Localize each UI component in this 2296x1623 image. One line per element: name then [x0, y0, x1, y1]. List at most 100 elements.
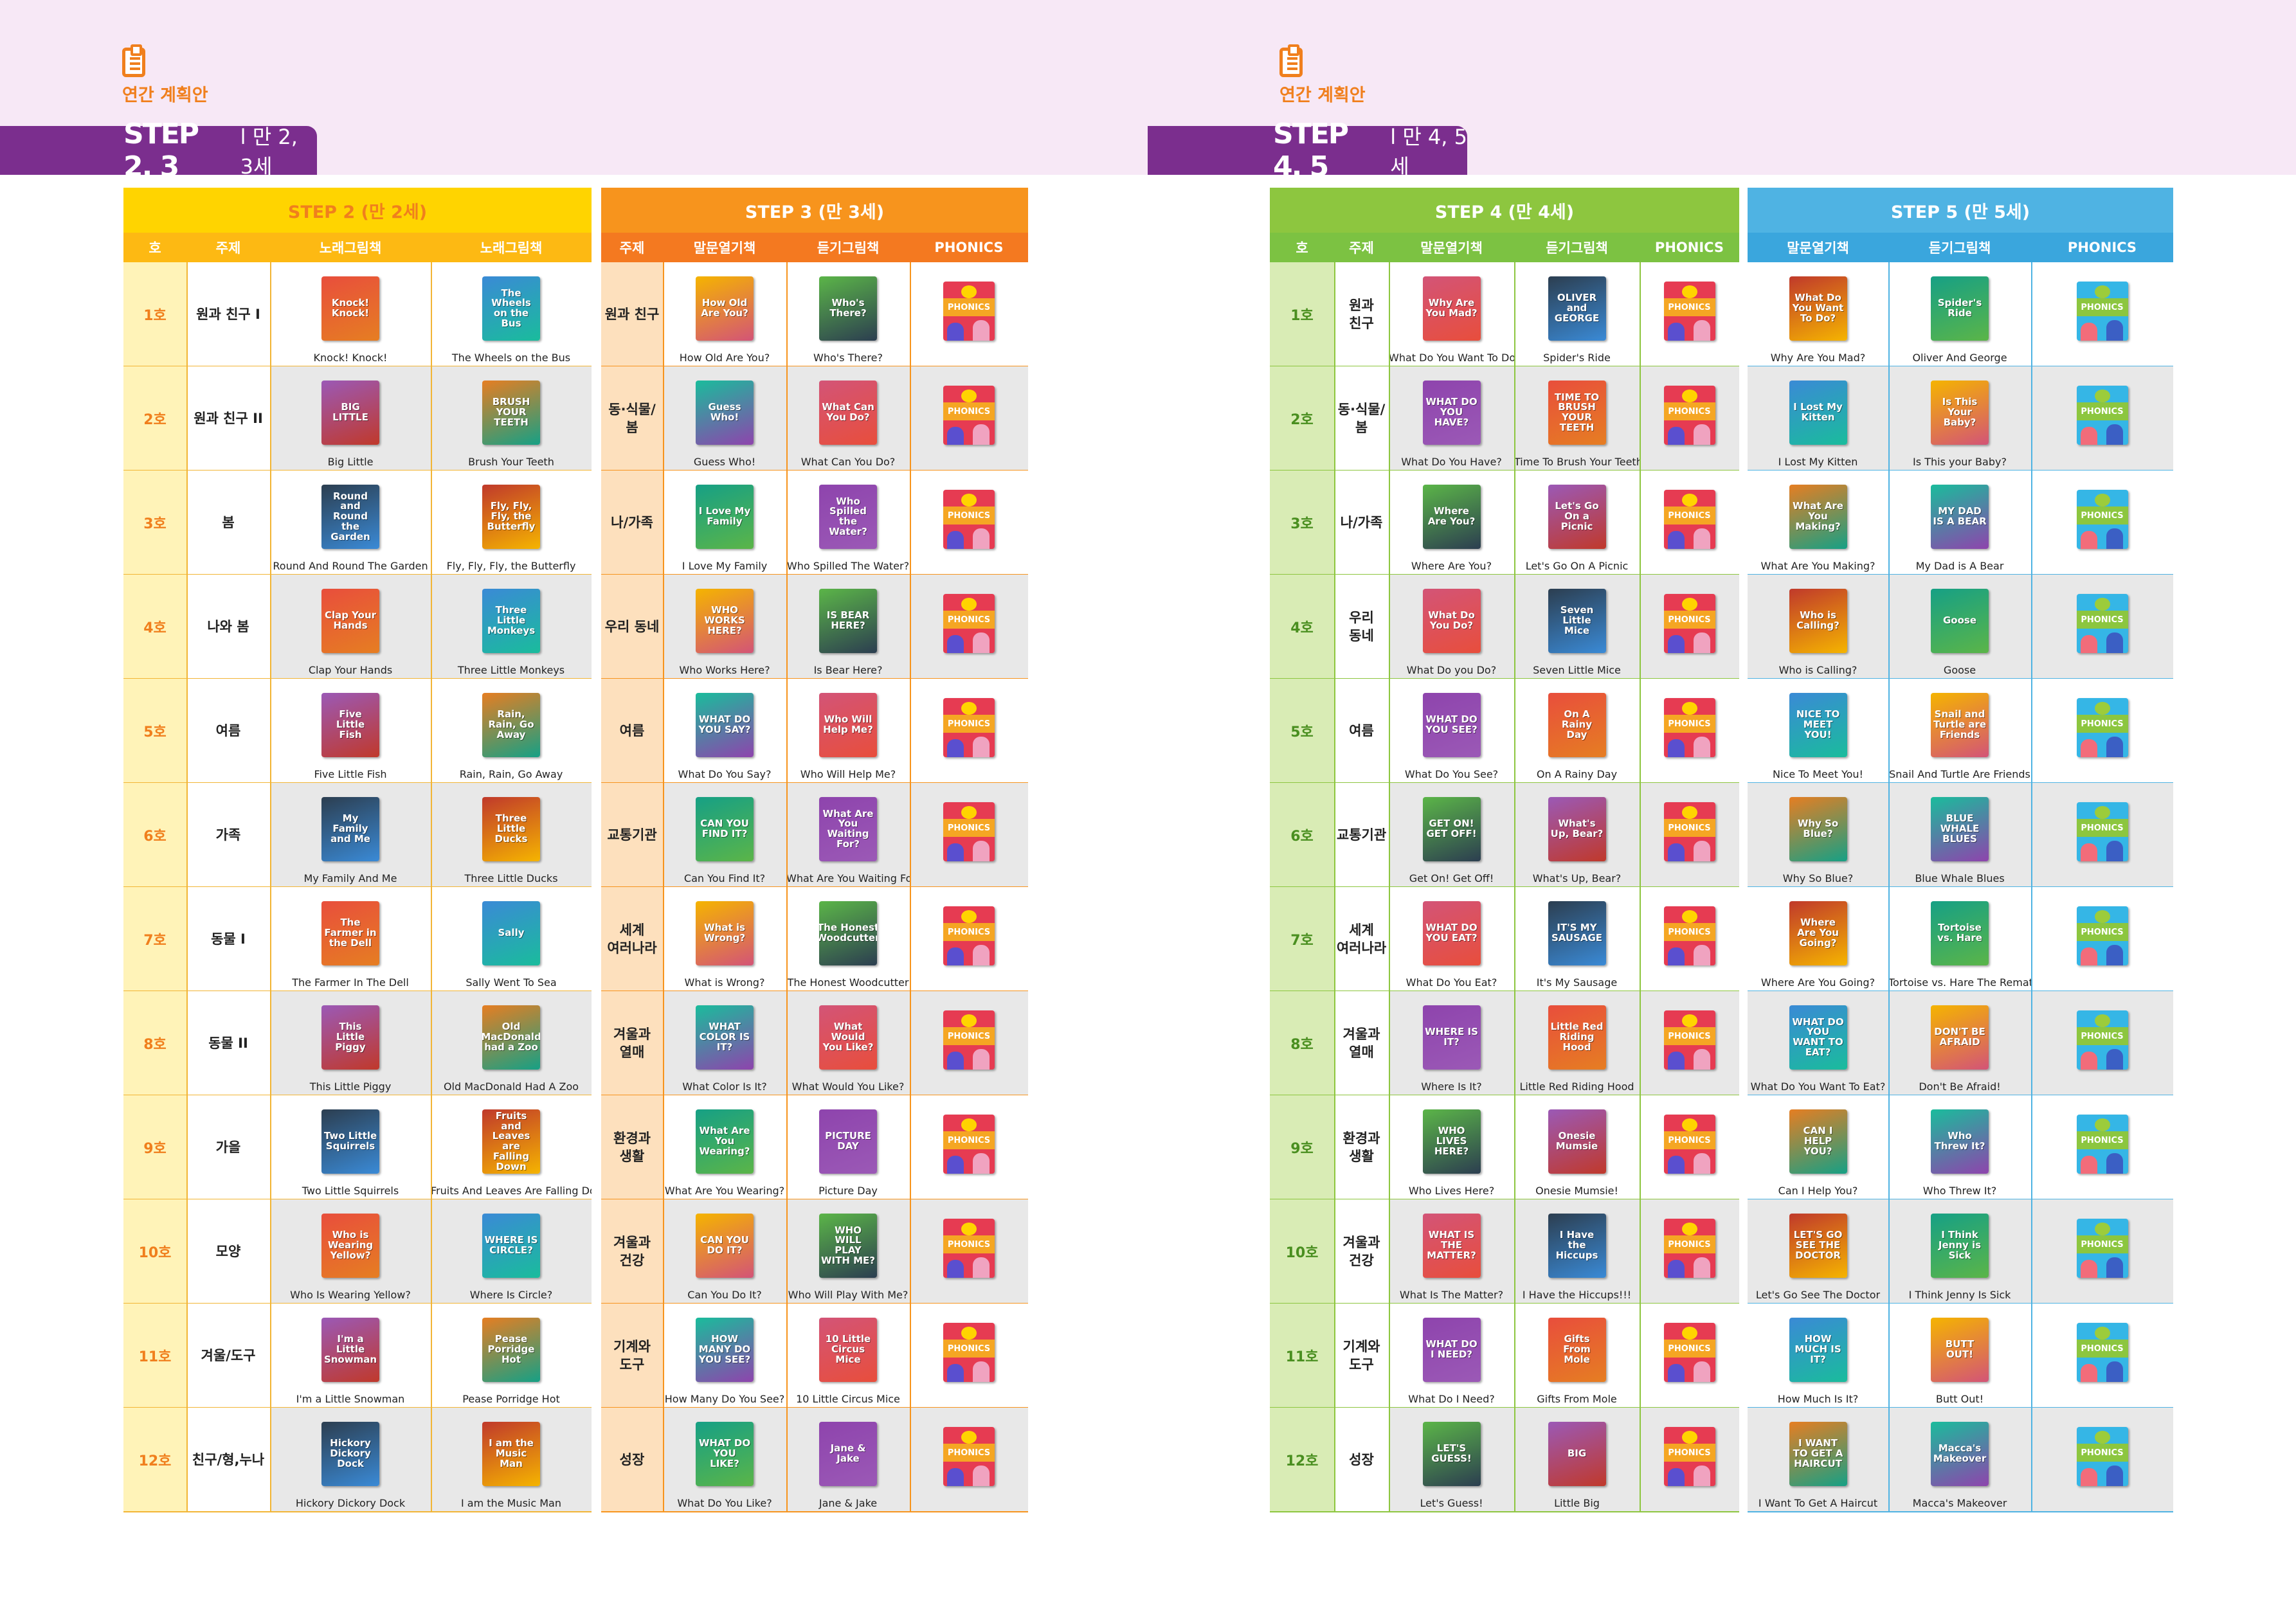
book-cell: WHAT DO YOU EAT? What Do You Eat? [1389, 887, 1514, 991]
row-divider [1270, 1511, 1739, 1512]
book-cover-title: LET'S GO SEE THE DOCTOR [1793, 1229, 1843, 1261]
book-title: Let's Go On A Picnic [1525, 560, 1629, 572]
child-figure-icon [947, 635, 964, 653]
child-figure-icon [973, 320, 990, 341]
book-title: Where Are You Going? [1760, 976, 1876, 989]
book-cover-title: BIG LITTLE [332, 401, 368, 423]
column-header: 노래그림책 [270, 233, 431, 262]
book-cell: TIME TO BRUSH YOUR TEETH Time To Brush Yo… [1514, 366, 1640, 471]
apple-icon [961, 1014, 977, 1027]
phonics-book-cover: PHONICS [2076, 1219, 2128, 1278]
book-cover-image: I Have the Hiccups [1548, 1214, 1606, 1278]
phonics-book-cover: PHONICS [2076, 698, 2128, 757]
apple-icon [961, 1327, 977, 1340]
book-title: Is This your Baby? [1913, 456, 2007, 468]
book-cover-title: What Are You Wearing? [699, 1125, 750, 1157]
book-cover-image: WHAT DO YOU LIKE? [696, 1422, 754, 1486]
topic-cell: 원과 친구 [601, 262, 663, 366]
book-cover-image: BLUE WHALE BLUES [1931, 797, 1989, 861]
book-cell: What Are You Wearing? What Are You Wearin… [663, 1095, 786, 1199]
child-figure-icon [2080, 1156, 2097, 1174]
book-cover-image: I am the Music Man [482, 1422, 540, 1486]
book-title: Butt Out! [1935, 1393, 1984, 1405]
book-cover-title: WHAT DO YOU HAVE? [1425, 396, 1478, 428]
phonics-book-cover: PHONICS [1663, 1427, 1715, 1486]
topic-cell: 교통기관 [601, 783, 663, 887]
book-cover-image: 10 Little Circus Mice [819, 1318, 877, 1382]
book-title: What Do You Say? [678, 768, 772, 780]
book-cover-title: TIME TO BRUSH YOUR TEETH [1554, 391, 1600, 433]
book-cell: I Think Jenny is Sick I Think Jenny Is Si… [1888, 1199, 2031, 1304]
book-title: On A Rainy Day [1536, 768, 1618, 780]
book-cover-image: Sally [482, 901, 540, 965]
issue-number-cell: 3호 [123, 471, 186, 575]
topic-cell: 원과 친구 [1334, 262, 1389, 366]
phonics-logo: PHONICS [1663, 923, 1715, 941]
apple-icon [961, 390, 977, 402]
apple-icon [2094, 494, 2110, 507]
book-title: Old MacDonald Had A Zoo [443, 1081, 579, 1093]
apple-icon [1681, 285, 1697, 298]
book-title: Who is Calling? [1778, 664, 1858, 676]
book-cover-title: Fly, Fly, Fly, the Butterfly [487, 500, 536, 532]
book-cell: NICE TO MEET YOU! Nice To Meet You! [1748, 679, 1888, 783]
column-header: 말문열기책 [1748, 233, 1888, 262]
book-cover-image: What Are You Wearing? [696, 1109, 754, 1174]
book-cell: WHO LIVES HERE? Who Lives Here? [1389, 1095, 1514, 1199]
child-figure-icon [2106, 737, 2123, 757]
book-cover-title: This Little Piggy [335, 1021, 366, 1053]
phonics-book-cover: PHONICS [1663, 282, 1715, 341]
book-cover-title: I WANT TO GET A HAIRCUT [1793, 1437, 1843, 1469]
column-header: 노래그림책 [431, 233, 592, 262]
book-cover-image: WHERE IS CIRCLE? [482, 1214, 540, 1278]
book-cell: BIG Little Big [1514, 1408, 1640, 1512]
book-title: I am the Music Man [461, 1497, 561, 1509]
phonics-logo: PHONICS [2076, 923, 2128, 941]
child-figure-icon [1693, 1466, 1710, 1486]
issue-number-cell: 2호 [123, 366, 186, 471]
apple-icon [961, 910, 977, 923]
book-title: Don't Be Afraid! [1919, 1081, 2001, 1093]
book-cover-title: Snail and Turtle are Friends [1933, 708, 1987, 740]
book-cell: WHO WILL PLAY WITH ME? Who Will Play With… [786, 1199, 910, 1304]
topic-cell: 원과 친구 II [186, 366, 270, 471]
book-title: The Wheels on the Bus [451, 352, 571, 364]
book-title: Why So Blue? [1782, 872, 1854, 884]
child-figure-icon [2080, 739, 2097, 757]
issue-number-cell: 12호 [1270, 1408, 1334, 1512]
book-cell: What Do You Do? What Do you Do? [1389, 575, 1514, 679]
phonics-logo: PHONICS [2076, 402, 2128, 420]
topic-cell: 나/가족 [601, 471, 663, 575]
issue-number-cell: 1호 [1270, 262, 1334, 366]
book-cell: Knock! Knock! Knock! Knock! [270, 262, 431, 366]
phonics-logo: PHONICS [943, 611, 995, 629]
book-cover-image: Onesie Mumsie [1548, 1109, 1606, 1174]
book-cover-image: Who Will Help Me? [819, 693, 877, 757]
phonics-book-cover: PHONICS [1663, 1010, 1715, 1070]
phonics-logo: PHONICS [943, 1235, 995, 1253]
book-cover-image: Where Are You? [1422, 485, 1481, 549]
apple-icon [1681, 910, 1697, 923]
book-title: Knock! Knock! [313, 352, 388, 364]
book-cover-title: Let's Go On a Picnic [1555, 500, 1599, 532]
book-title: Can I Help You? [1778, 1185, 1858, 1197]
book-cell: Where Are You Going? Where Are You Going? [1748, 887, 1888, 991]
book-cell: OLIVER and GEORGE Spider's Ride [1514, 262, 1640, 366]
banner-title: STEP 2, 3 [123, 118, 199, 183]
book-cover-image: On A Rainy Day [1548, 693, 1606, 757]
phonics-cell: PHONICS [2031, 575, 2173, 679]
book-cover-image: HOW MANY DO YOU SEE? [696, 1318, 754, 1382]
column-divider [186, 262, 188, 1512]
book-title: What Do You Like? [677, 1497, 772, 1509]
phonics-cell: PHONICS [910, 262, 1028, 366]
book-cover-title: Why So Blue? [1797, 818, 1839, 839]
column-divider [2031, 262, 2032, 1512]
book-cell: WHAT DO YOU SEE? What Do You See? [1389, 679, 1514, 783]
child-figure-icon [973, 1153, 990, 1174]
child-figure-icon [1693, 1153, 1710, 1174]
book-cover-title: WHAT DO I NEED? [1425, 1338, 1478, 1360]
book-cell: BIG LITTLE Big Little [270, 366, 431, 471]
book-cover-image: Pease Porridge Hot [482, 1318, 540, 1382]
book-cover-image: What's Up, Bear? [1548, 797, 1606, 861]
phonics-book-cover: PHONICS [2076, 1115, 2128, 1174]
